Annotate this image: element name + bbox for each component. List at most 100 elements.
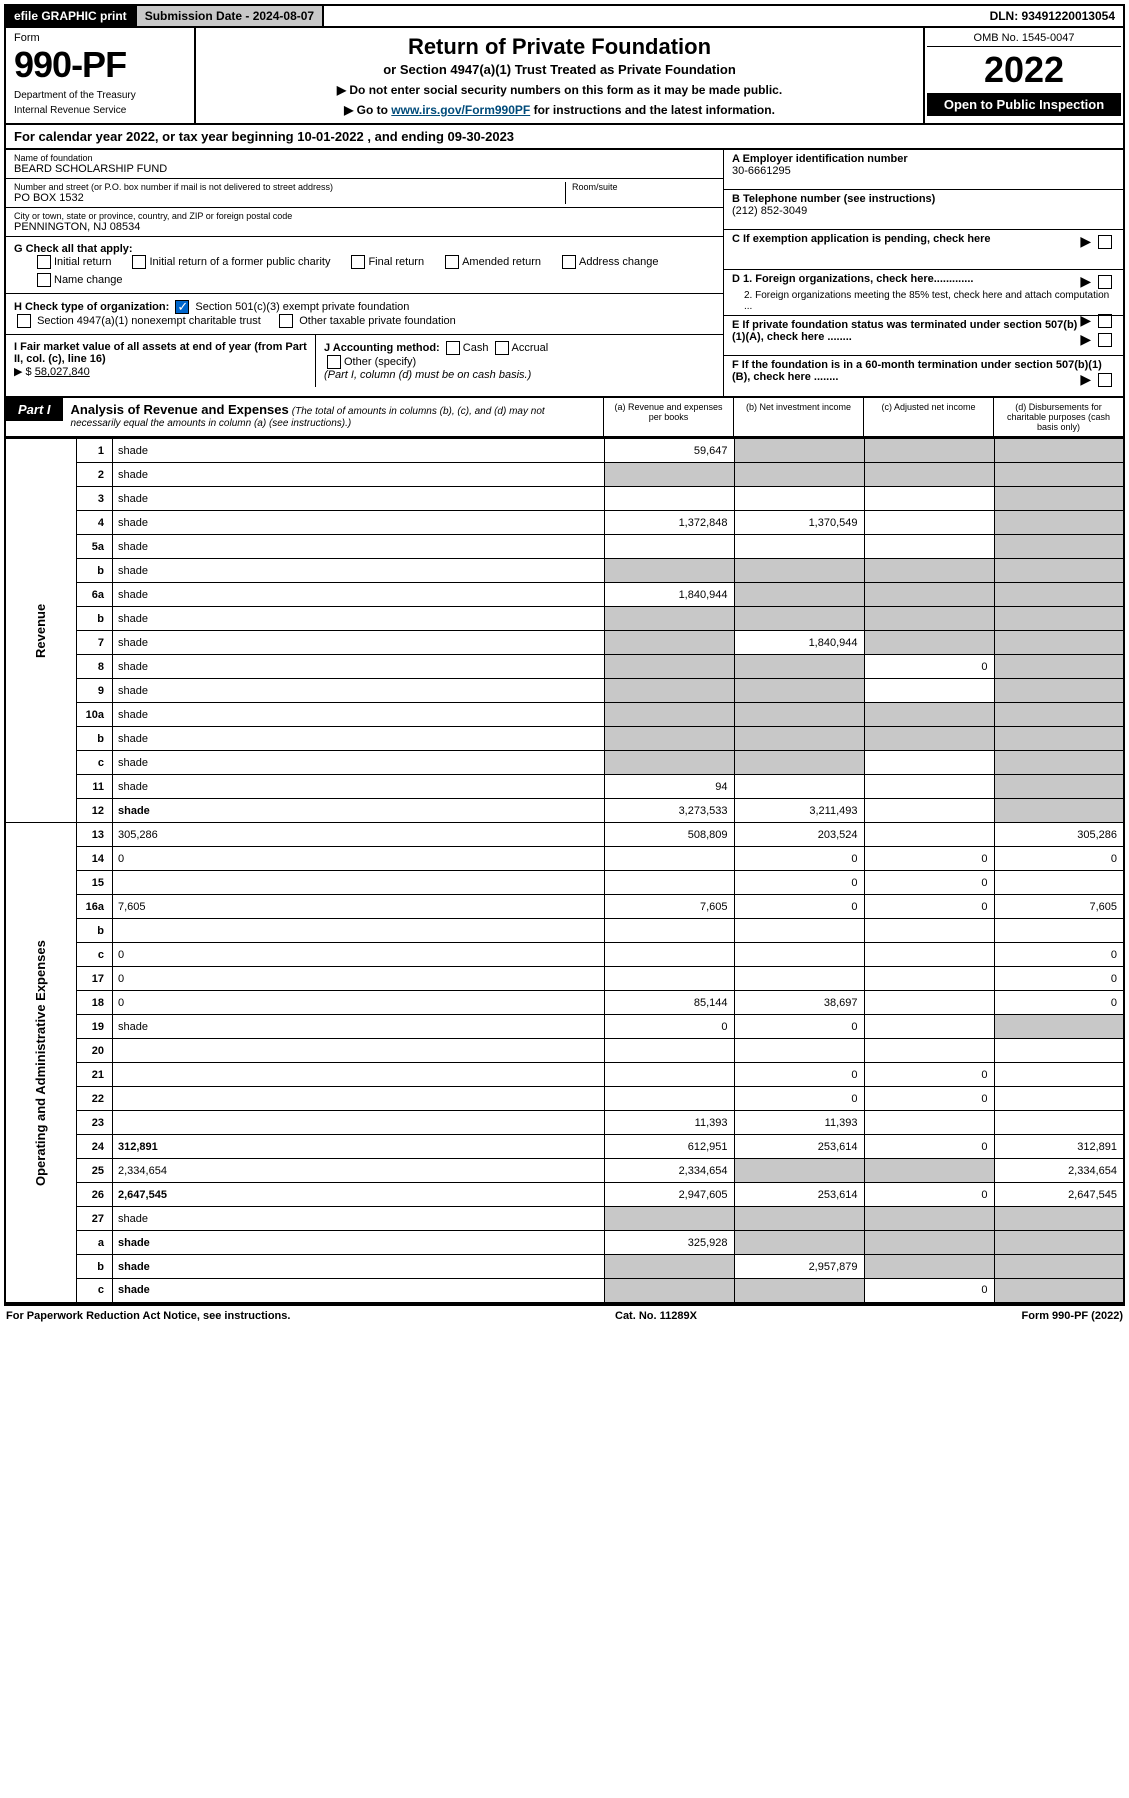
cell-col-a: 0 (604, 1015, 734, 1039)
table-row: 262,647,5452,947,605253,61402,647,545 (5, 1183, 1124, 1207)
j-cash-checkbox[interactable] (446, 341, 460, 355)
f-arrow-icon: ▶ (1080, 371, 1115, 388)
form990pf-link[interactable]: www.irs.gov/Form990PF (391, 103, 530, 117)
cell-col-d (994, 559, 1124, 583)
line-description: shade (113, 703, 605, 727)
cell-col-b (734, 703, 864, 727)
cell-col-a (604, 1207, 734, 1231)
col-b-header: (b) Net investment income (733, 398, 863, 436)
g-opt-1-label: Initial return of a former public charit… (149, 256, 330, 268)
cell-col-d (994, 1087, 1124, 1111)
g-opt-initial[interactable]: Initial return (34, 255, 111, 269)
omb-number: OMB No. 1545-0047 (927, 30, 1121, 47)
cell-col-c: 0 (864, 871, 994, 895)
cell-col-d (994, 919, 1124, 943)
g-opt-address[interactable]: Address change (559, 255, 659, 269)
c-checkbox[interactable] (1098, 235, 1112, 249)
cell-col-a (604, 1039, 734, 1063)
cell-col-b: 253,614 (734, 1135, 864, 1159)
cell-col-d (994, 1255, 1124, 1279)
line-description: shade (113, 463, 605, 487)
line-number: 8 (77, 655, 113, 679)
line-number: 22 (77, 1087, 113, 1111)
line-description (113, 1039, 605, 1063)
table-row: 20 (5, 1039, 1124, 1063)
cell-col-d (994, 487, 1124, 511)
cell-col-c: 0 (864, 1183, 994, 1207)
g-opt-5-label: Name change (54, 274, 123, 286)
table-row: b (5, 919, 1124, 943)
side-label-revenue: Revenue (5, 439, 77, 823)
d2-arrow-icon: ▶ (1080, 312, 1115, 329)
cell-col-d (994, 679, 1124, 703)
cal-mid: , and ending (367, 129, 447, 144)
g-opt-final[interactable]: Final return (348, 255, 424, 269)
cell-col-a: 508,809 (604, 823, 734, 847)
h-501c3-checkbox[interactable] (175, 300, 189, 314)
cell-col-c: 0 (864, 1279, 994, 1303)
cell-col-d: 312,891 (994, 1135, 1124, 1159)
cell-col-b: 0 (734, 1087, 864, 1111)
cell-col-b (734, 727, 864, 751)
g-opt-initial-former[interactable]: Initial return of a former public charit… (129, 255, 330, 269)
street-label: Number and street (or P.O. box number if… (14, 182, 565, 192)
cell-col-c (864, 823, 994, 847)
e-arrow-icon: ▶ (1080, 331, 1115, 348)
cell-col-b: 0 (734, 1063, 864, 1087)
j-other-checkbox[interactable] (327, 355, 341, 369)
j-accrual-checkbox[interactable] (495, 341, 509, 355)
h-opt1: Section 501(c)(3) exempt private foundat… (195, 301, 409, 313)
irs-label: Internal Revenue Service (14, 105, 186, 116)
page-footer: For Paperwork Reduction Act Notice, see … (4, 1304, 1125, 1322)
phone-cell: B Telephone number (see instructions) (2… (724, 190, 1123, 230)
room-label: Room/suite (572, 182, 715, 192)
table-row: c00 (5, 943, 1124, 967)
line-description (113, 1087, 605, 1111)
line-description (113, 1063, 605, 1087)
g-opt-name[interactable]: Name change (34, 273, 123, 287)
form-id-block: Form 990-PF Department of the Treasury I… (6, 28, 196, 123)
cell-col-b (734, 583, 864, 607)
h-other-checkbox[interactable] (279, 314, 293, 328)
section-i: I Fair market value of all assets at end… (6, 335, 316, 387)
d1-checkbox[interactable] (1098, 275, 1112, 289)
table-row: 12shade3,273,5333,211,493 (5, 799, 1124, 823)
table-row: 27shade (5, 1207, 1124, 1231)
line-description: shade (113, 511, 605, 535)
cell-col-b (734, 1159, 864, 1183)
cell-col-b (734, 919, 864, 943)
h-opt3: Other taxable private foundation (299, 315, 456, 327)
efile-label[interactable]: efile GRAPHIC print (6, 6, 137, 26)
cell-col-b: 0 (734, 1015, 864, 1039)
column-headers: (a) Revenue and expenses per books (b) N… (603, 398, 1123, 436)
section-j: J Accounting method: Cash Accrual Other … (316, 335, 723, 387)
h-label: H Check type of organization: (14, 301, 169, 313)
cell-col-d (994, 799, 1124, 823)
cell-col-c: 0 (864, 1063, 994, 1087)
cell-col-c (864, 703, 994, 727)
cell-col-b (734, 655, 864, 679)
cell-col-c (864, 967, 994, 991)
h-4947-checkbox[interactable] (17, 314, 31, 328)
table-row: 140000 (5, 847, 1124, 871)
cell-col-b (734, 1231, 864, 1255)
line-number: 20 (77, 1039, 113, 1063)
j-label: J Accounting method: (324, 342, 440, 354)
f-checkbox[interactable] (1098, 373, 1112, 387)
line-number: 12 (77, 799, 113, 823)
cell-col-a: 612,951 (604, 1135, 734, 1159)
e-checkbox[interactable] (1098, 333, 1112, 347)
c-label: C If exemption application is pending, c… (732, 233, 991, 245)
line-number: 25 (77, 1159, 113, 1183)
table-row: bshade (5, 559, 1124, 583)
d2-checkbox[interactable] (1098, 314, 1112, 328)
top-bar: efile GRAPHIC print Submission Date - 20… (4, 4, 1125, 28)
cell-col-a (604, 943, 734, 967)
table-row: 8shade0 (5, 655, 1124, 679)
cell-col-c (864, 679, 994, 703)
d2-label: 2. Foreign organizations meeting the 85%… (732, 290, 1115, 312)
cell-col-c (864, 991, 994, 1015)
form-word: Form (14, 32, 186, 44)
cell-col-c (864, 1039, 994, 1063)
g-opt-amended[interactable]: Amended return (442, 255, 541, 269)
